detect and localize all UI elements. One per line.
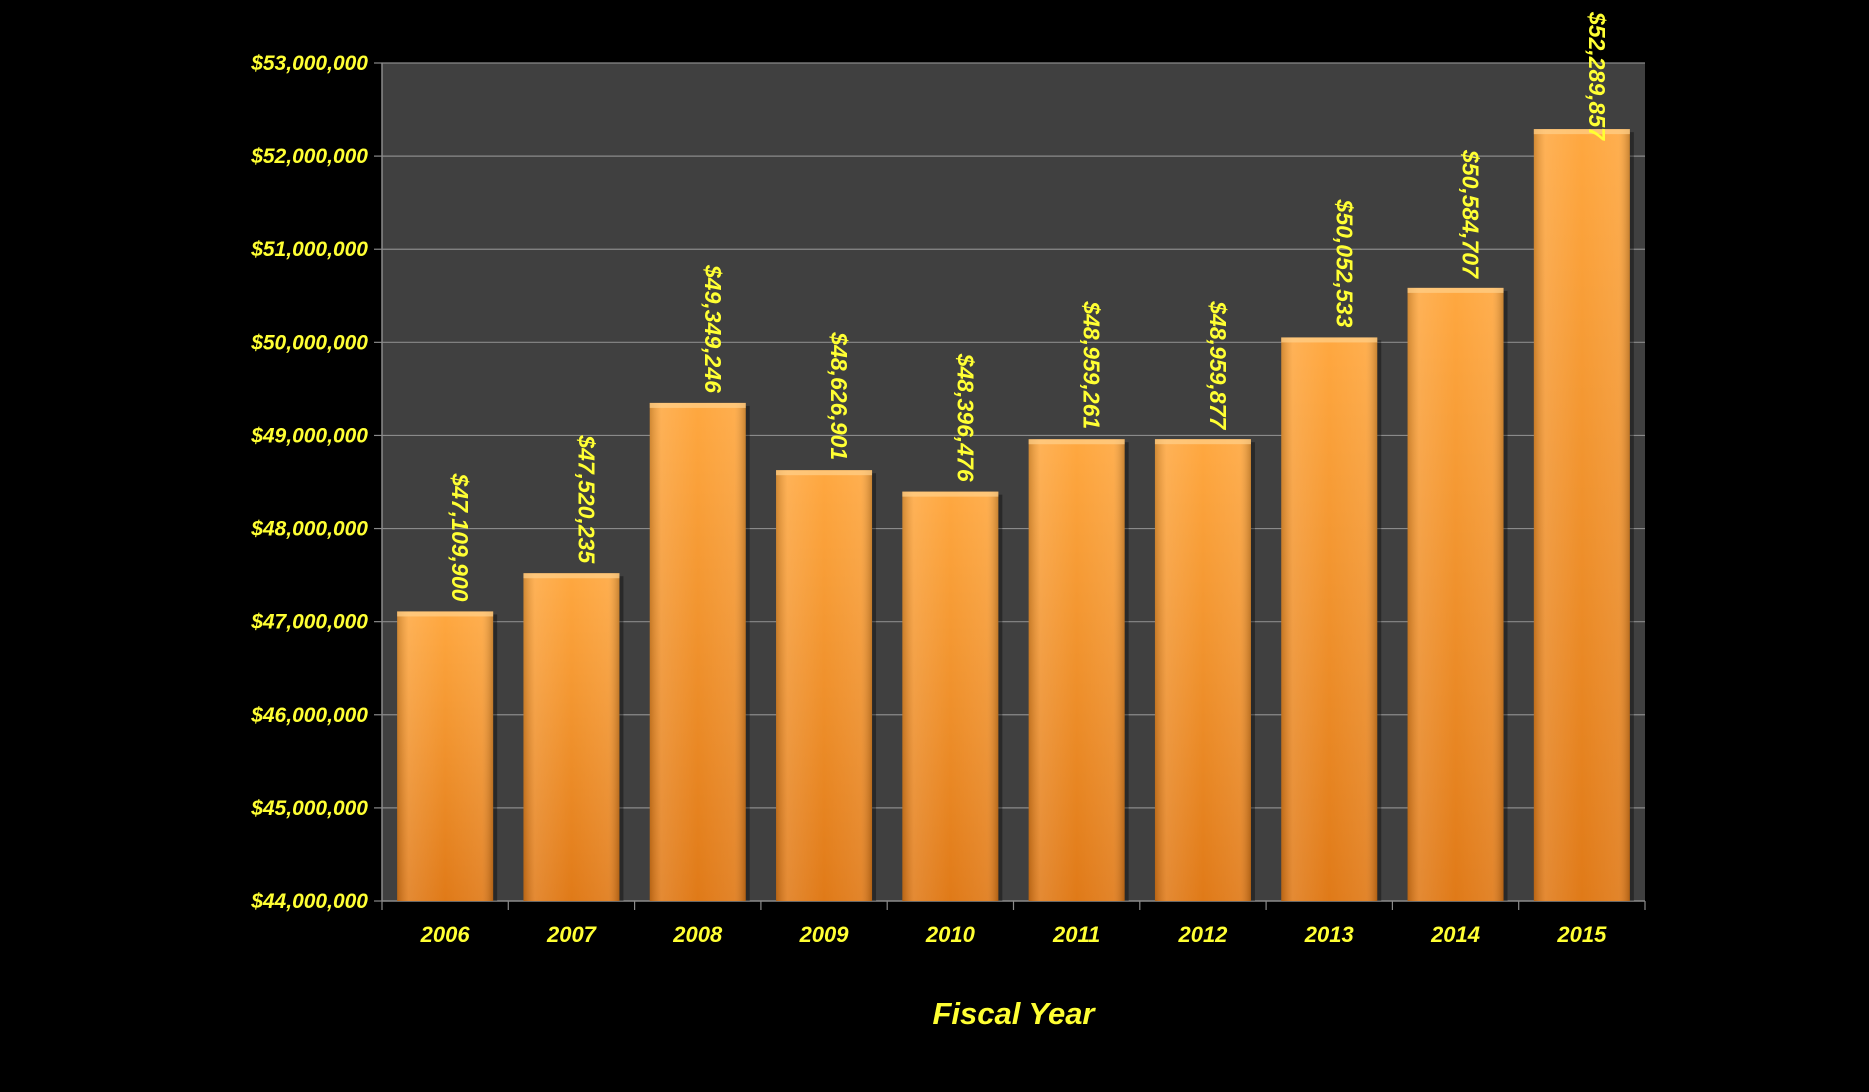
data-label: $50,052,533 — [1331, 199, 1357, 328]
bar-2011 — [1028, 439, 1129, 901]
y-tick-label: $49,000,000 — [250, 424, 368, 447]
data-labels: $47,109,900 $47,520,235 $49,349,246 $48,626… — [447, 11, 1610, 602]
bar-top-highlight — [776, 470, 873, 476]
y-tick-label: $51,000,000 — [250, 238, 368, 261]
bar-top-highlight — [1281, 337, 1378, 343]
bar-top-highlight — [1533, 129, 1630, 135]
x-tick-label: 2007 — [546, 922, 598, 947]
x-tick-label: 2013 — [1304, 922, 1354, 947]
bar-sheen — [776, 470, 873, 901]
data-label: $48,959,261 — [1079, 300, 1105, 429]
y-tick-label: $53,000,000 — [250, 52, 368, 75]
bar-sheen — [902, 491, 999, 901]
data-label: $52,289,857 — [1584, 11, 1610, 141]
y-tick-label: $45,000,000 — [250, 797, 368, 820]
bar-2008 — [649, 402, 750, 901]
data-label: $47,520,235 — [573, 434, 599, 564]
x-tick-label: 2008 — [672, 922, 723, 947]
x-tick-label: 2014 — [1430, 922, 1480, 947]
bar-sheen — [649, 402, 746, 901]
bar-2009 — [776, 470, 877, 901]
bar-sheen — [1028, 439, 1125, 901]
y-tick-label: $46,000,000 — [250, 704, 368, 727]
x-tick-label: 2006 — [420, 922, 471, 947]
x-tick-label: 2009 — [799, 922, 850, 947]
bar-sheen — [1407, 287, 1504, 901]
data-label: $48,396,476 — [952, 353, 978, 482]
bar-sheen — [523, 573, 620, 901]
bar-top-highlight — [902, 491, 999, 497]
bar-sheen — [1281, 337, 1378, 902]
bar-top-highlight — [1028, 439, 1125, 445]
data-label: $48,626,901 — [826, 331, 852, 460]
bar-2010 — [902, 491, 1003, 901]
data-label: $48,959,877 — [1205, 300, 1231, 430]
y-tick-label: $50,000,000 — [250, 331, 368, 354]
data-label: $50,584,707 — [1458, 149, 1484, 279]
bar-2006 — [397, 611, 498, 901]
y-tick-label: $52,000,000 — [250, 145, 368, 168]
bars — [397, 129, 1634, 902]
bar-sheen — [1533, 129, 1630, 902]
bar-top-highlight — [1154, 439, 1251, 445]
bar-2013 — [1281, 337, 1382, 902]
bar-2015 — [1533, 129, 1634, 902]
bar-2014 — [1407, 287, 1508, 901]
axes: $44,000,000 $45,000,000 $46,000,000 $47,000… — [250, 52, 1646, 947]
bar-top-highlight — [523, 573, 620, 579]
y-tick-label: $44,000,000 — [250, 890, 368, 913]
x-tick-label: 2010 — [925, 922, 976, 947]
x-tick-label: 2012 — [1177, 922, 1228, 947]
bar-sheen — [1154, 439, 1251, 901]
bar-top-highlight — [1407, 287, 1504, 293]
bar-top-highlight — [397, 611, 494, 617]
x-axis-title: Fiscal Year — [932, 996, 1096, 1031]
bar-2007 — [523, 573, 624, 901]
data-label: $49,349,246 — [700, 264, 726, 393]
y-tick-label: $48,000,000 — [250, 518, 368, 541]
x-tick-label: 2015 — [1556, 922, 1607, 947]
bar-2012 — [1154, 439, 1255, 901]
x-tick-label: 2011 — [1052, 922, 1100, 947]
bar-top-highlight — [649, 402, 746, 408]
y-tick-label: $47,000,000 — [250, 611, 368, 634]
data-label: $47,109,900 — [447, 473, 473, 602]
bar-sheen — [397, 611, 494, 901]
